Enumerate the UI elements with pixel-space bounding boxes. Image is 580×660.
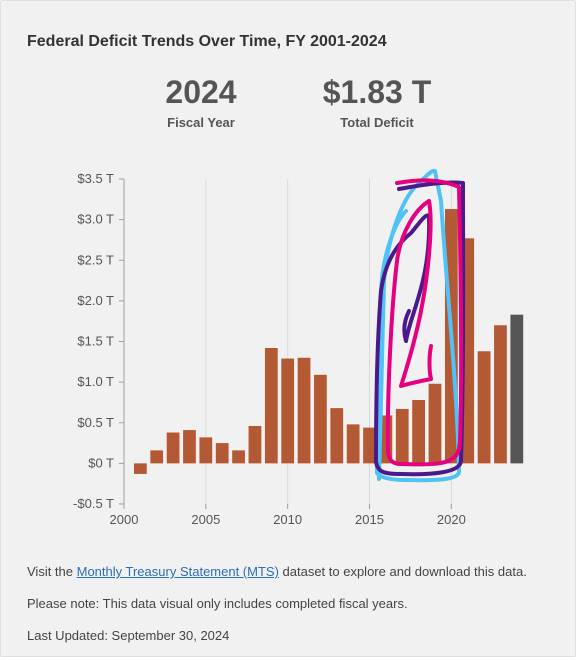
annotation-purple-loop [374, 180, 466, 477]
y-tick-label: $3.0 T [77, 212, 114, 227]
fiscal-year-value: 2024 [165, 74, 237, 110]
bar-highlighted [510, 314, 524, 464]
x-axis: 2000 2005 2010 2015 2020 [110, 504, 466, 527]
bar [395, 408, 409, 464]
y-tick-label: -$0.5 T [73, 496, 114, 511]
bar [166, 432, 180, 464]
fiscal-year-stat: 2024 Fiscal Year [151, 73, 251, 130]
total-deficit-value: $1.83 T [322, 74, 432, 110]
notes-text-after: dataset to explore and download this dat… [278, 564, 527, 579]
y-tick-label: $2.0 T [77, 293, 114, 308]
freehand-annotation [374, 168, 466, 483]
x-tick-label: 2000 [110, 512, 139, 527]
bar [232, 450, 245, 464]
bar [150, 450, 164, 464]
bar [199, 437, 213, 464]
bar [133, 463, 147, 474]
y-tick-label: $1.0 T [77, 374, 114, 389]
bar [183, 430, 196, 464]
bar [428, 383, 442, 464]
x-tick-label: 2005 [191, 512, 220, 527]
x-tick-label: 2015 [355, 512, 384, 527]
bar [363, 427, 376, 464]
chart-title: Federal Deficit Trends Over Time, FY 200… [27, 33, 387, 50]
notes-last-updated: Last Updated: September 30, 2024 [27, 628, 230, 643]
bar [494, 325, 507, 464]
y-tick-label: $2.5 T [77, 252, 114, 267]
bar [330, 408, 344, 464]
bar [281, 358, 295, 464]
bar [412, 400, 425, 464]
bar [264, 348, 278, 464]
bar [297, 357, 311, 464]
total-deficit-stat: $1.83 T Total Deficit [307, 73, 447, 130]
y-tick-label: $3.5 T [77, 171, 114, 186]
bar [346, 424, 360, 464]
notes-text-before: Visit the [27, 564, 77, 579]
mts-dataset-link[interactable]: Monthly Treasury Statement (MTS) [76, 564, 279, 579]
y-tick-label: $1.5 T [77, 334, 114, 349]
y-tick-label: $0 T [88, 455, 114, 470]
notes-completed-years: Please note: This data visual only inclu… [27, 596, 408, 611]
total-deficit-label: Total Deficit [340, 115, 414, 130]
deficit-bar-chart: -$0.5 T $0 T $0.5 T $1.0 T $1.5 T $2.0 T $2.5 … [73, 168, 524, 527]
annotation-magenta-loop [385, 178, 464, 467]
chart-notes: Visit the Monthly Treasury Statement (MT… [27, 564, 527, 660]
fiscal-year-label: Fiscal Year [167, 115, 235, 130]
bar [248, 426, 262, 464]
x-tick-label: 2020 [437, 512, 466, 527]
bar [314, 374, 327, 464]
notes-mts-line: Visit the Monthly Treasury Statement (MT… [27, 564, 527, 580]
bar [215, 443, 229, 464]
y-tick-label: $0.5 T [77, 415, 114, 430]
bar [477, 351, 491, 464]
x-tick-label: 2010 [273, 512, 302, 527]
y-axis: -$0.5 T $0 T $0.5 T $1.0 T $1.5 T $2.0 T $2.5 … [73, 171, 125, 511]
